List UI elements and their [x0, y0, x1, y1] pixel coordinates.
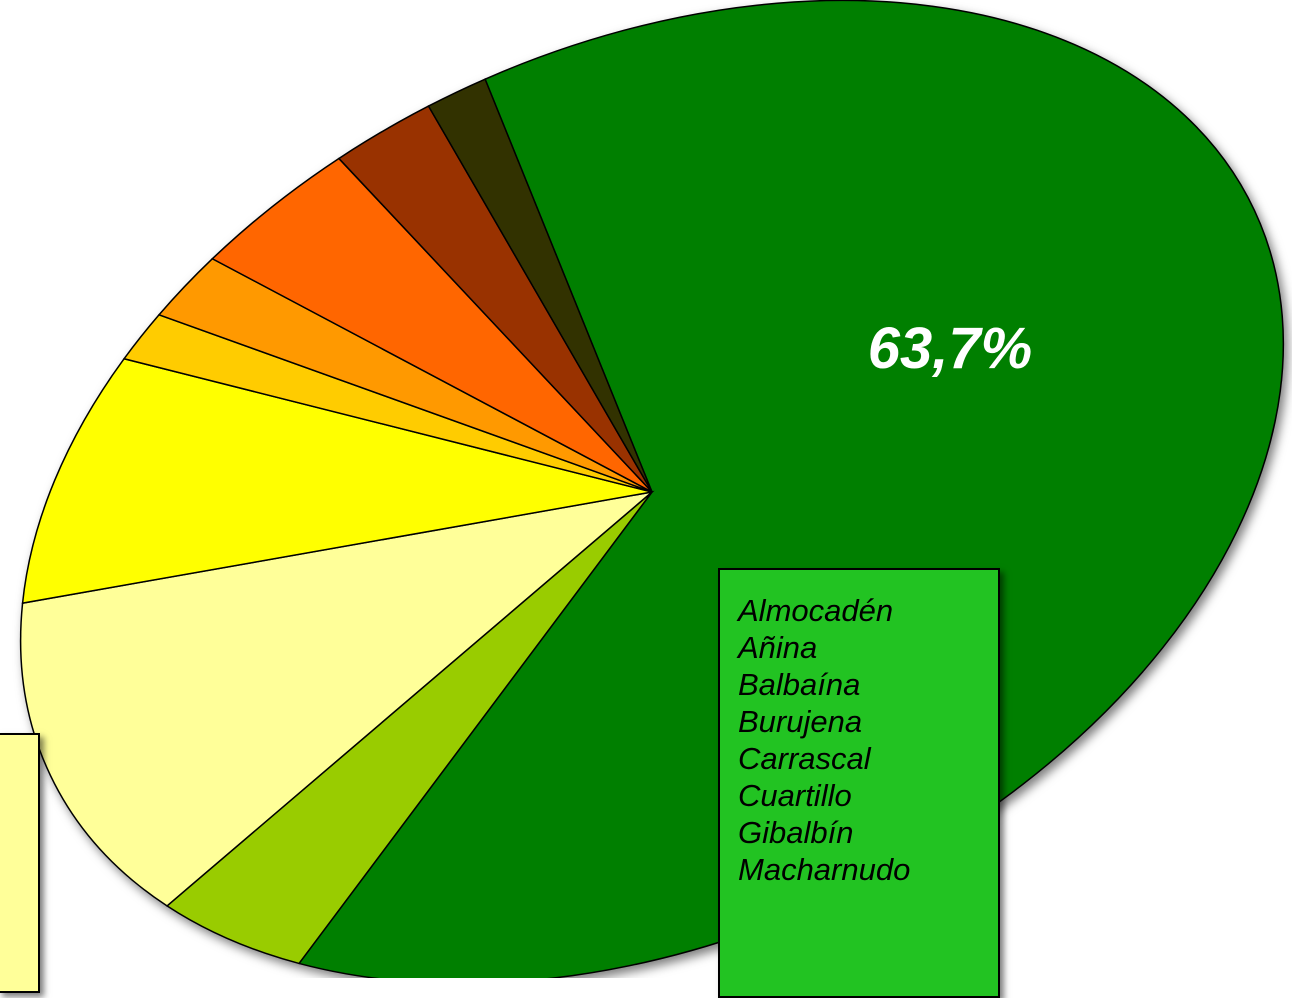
legend-item: Gibalbín: [738, 815, 854, 850]
legend-item: Balbaína: [738, 667, 861, 702]
slice: [165, 491, 653, 965]
legend-box: [0, 733, 40, 993]
slice: [21, 357, 653, 605]
slice: [297, 0, 1285, 978]
legend-item: Cuartillo: [738, 778, 852, 813]
legend: Almocadén Añina Balbaína Burujena Carrascal C…: [718, 568, 1000, 998]
legend-item: Añina: [738, 630, 818, 665]
legend-item: Almocadén: [738, 593, 894, 628]
legend-item: Carrascal: [738, 741, 871, 776]
slice: [427, 78, 653, 493]
chart: 63,7%: [19, 0, 1285, 978]
legend-item: Burujena: [738, 704, 863, 739]
slice: [19, 490, 655, 907]
pie: [19, 0, 1285, 978]
legend-item: Macharnudo: [738, 852, 911, 887]
slice-label: 63,7%: [868, 316, 1032, 381]
